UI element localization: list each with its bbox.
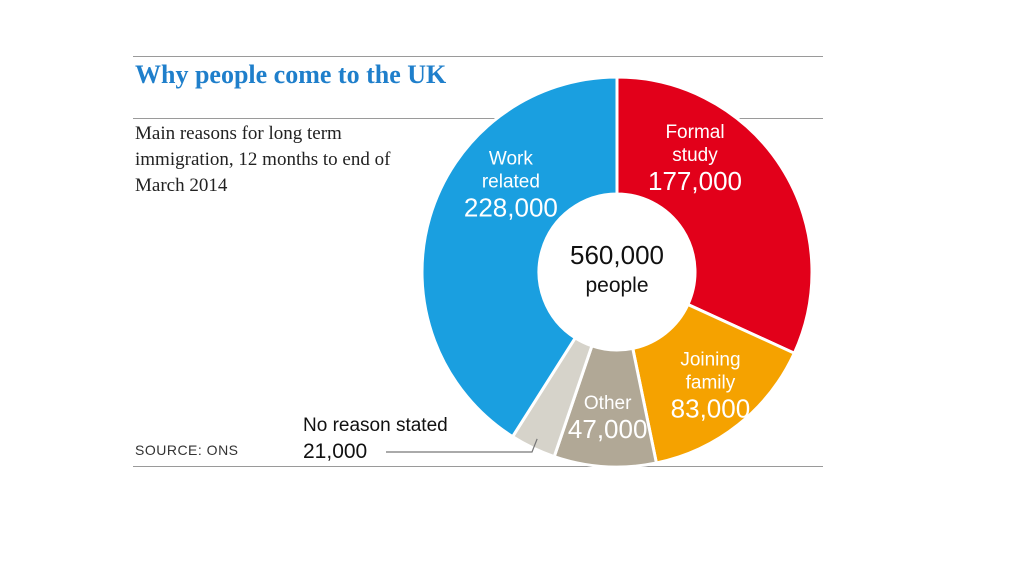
title-rule xyxy=(133,118,823,119)
slice-value-work-related: 228,000 xyxy=(464,193,558,223)
center-total-unit: people xyxy=(585,274,648,297)
slice-value-formal-study: 177,000 xyxy=(648,166,742,196)
slice-label-work-related: related xyxy=(482,172,540,193)
top-rule xyxy=(133,56,823,57)
donut-slices xyxy=(420,75,814,469)
bottom-rule xyxy=(133,466,823,467)
slice-label-joining-family: Joining xyxy=(680,349,740,370)
callout-leader-no-reason-stated xyxy=(386,438,538,453)
chart-title: Why people come to the UK xyxy=(135,60,447,89)
slice-value-joining-family: 83,000 xyxy=(671,393,751,423)
source-note: SOURCE: ONS xyxy=(135,442,239,458)
slice-value-no-reason-stated: 21,000 xyxy=(303,440,367,463)
slice-label-formal-study: Formal xyxy=(665,122,724,143)
center-total-value: 560,000 xyxy=(570,240,664,270)
slice-label-work-related: Work xyxy=(489,149,533,170)
donut-hole xyxy=(538,193,696,351)
slice-label-joining-family: family xyxy=(686,372,736,393)
slice-label-other: Other xyxy=(584,393,632,414)
chart-subtitle: Main reasons for long term immigration, … xyxy=(135,123,391,196)
slice-label-formal-study: study xyxy=(672,145,718,166)
slice-value-other: 47,000 xyxy=(568,414,648,444)
slice-label-no-reason-stated: No reason stated xyxy=(303,415,448,436)
